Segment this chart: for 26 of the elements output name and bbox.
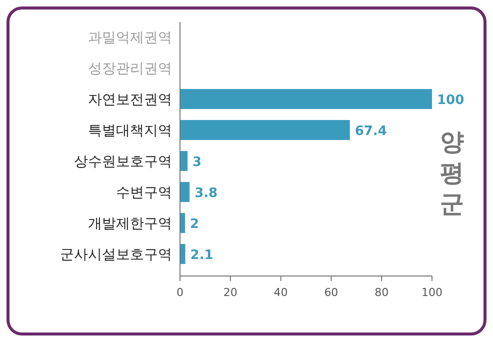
y-tick-label: 자연보전권역 xyxy=(88,92,172,108)
y-tick-label: 군사시설보호구역 xyxy=(60,247,172,263)
y-tick-label: 수변구역 xyxy=(116,185,172,201)
x-tick-label: 20 xyxy=(223,286,238,299)
y-tick-label: 성장관리권역 xyxy=(88,61,172,77)
data-label: 3 xyxy=(192,155,202,170)
y-tick-label: 특별대책지역 xyxy=(88,123,172,139)
bar xyxy=(180,244,186,264)
x-tick-label: 40 xyxy=(274,286,288,299)
y-tick-label: 개발제한구역 xyxy=(88,216,172,232)
data-label: 100 xyxy=(437,93,464,108)
text: 양평군 xyxy=(440,128,464,218)
data-label: 2.1 xyxy=(190,248,214,263)
x-tick-label: 60 xyxy=(324,286,338,299)
x-tick-label: 100 xyxy=(422,286,442,299)
data-label: 2 xyxy=(190,217,200,232)
data-label: 3.8 xyxy=(194,186,218,201)
bar xyxy=(180,89,432,109)
x-tick-label: 0 xyxy=(176,286,184,299)
bar xyxy=(180,182,190,202)
y-tick-label: 상수원보호구역 xyxy=(74,154,172,170)
bar xyxy=(180,120,350,140)
y-tick-label: 과밀억제권역 xyxy=(88,30,172,46)
data-label: 67.4 xyxy=(354,124,387,139)
x-tick-label: 80 xyxy=(374,286,389,299)
bar xyxy=(180,151,188,171)
